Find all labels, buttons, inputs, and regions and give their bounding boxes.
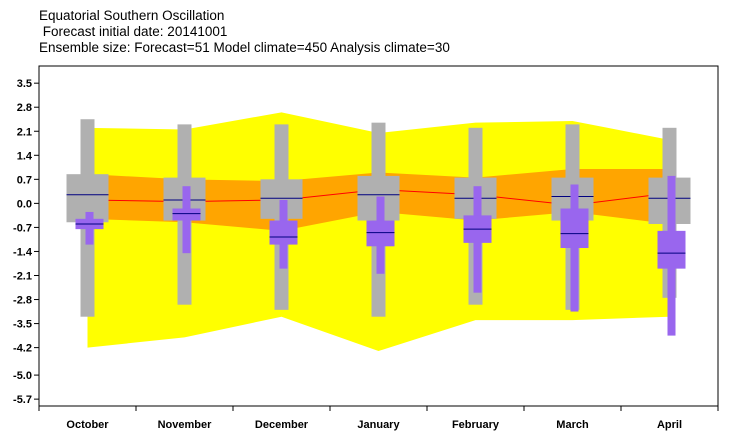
forecast-box <box>560 208 589 249</box>
forecast-box <box>269 220 298 245</box>
y-tick-label: -2.8 <box>13 295 32 307</box>
y-tick-label: 2.8 <box>17 102 32 114</box>
y-tick-label: -1.4 <box>13 246 33 258</box>
y-tick-label: 3.5 <box>17 78 32 90</box>
x-tick-label: October <box>66 419 109 431</box>
y-tick-label: 2.1 <box>17 126 32 138</box>
y-tick-label: 1.4 <box>17 150 33 162</box>
x-tick-label: March <box>556 419 589 431</box>
x-tick-label: November <box>158 419 213 431</box>
y-tick-label: 0.0 <box>17 198 32 210</box>
y-tick-label: -5.7 <box>13 394 32 406</box>
x-tick-label: December <box>255 419 309 431</box>
chart-title: Equatorial Southern Oscillation <box>39 8 225 23</box>
y-tick-label: -2.1 <box>13 270 32 282</box>
y-tick-label: -0.7 <box>13 222 32 234</box>
chart-titles: Equatorial Southern Oscillation Forecast… <box>39 8 450 56</box>
y-tick-label: -3.5 <box>13 319 32 331</box>
y-tick-label: -5.0 <box>13 370 32 382</box>
forecast-box <box>657 230 686 269</box>
chart-subtitle: Forecast initial date: 20141001 <box>39 24 228 39</box>
forecast-box <box>172 208 201 221</box>
x-tick-label: April <box>657 419 682 431</box>
y-tick-label: -4.2 <box>13 343 32 355</box>
ensemble-info: Ensemble size: Forecast=51 Model climate… <box>39 40 450 55</box>
y-tick-label: 0.7 <box>17 174 32 186</box>
plot-frame <box>38 65 719 407</box>
x-tick-label: February <box>452 419 500 431</box>
forecast-box <box>366 220 395 247</box>
x-tick-label: January <box>357 419 400 431</box>
